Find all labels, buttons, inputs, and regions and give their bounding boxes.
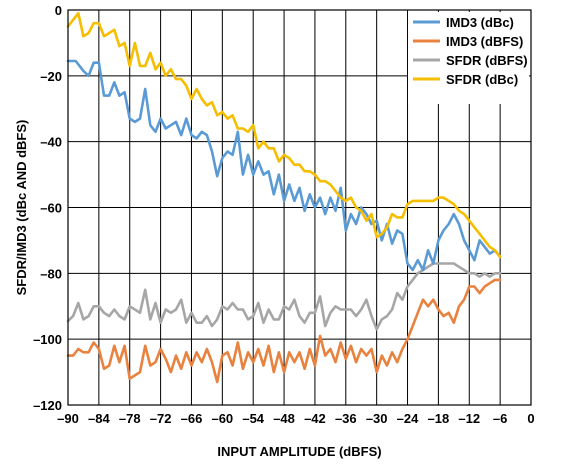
y-tick-label: 0 (55, 3, 62, 18)
legend-background (408, 12, 529, 104)
y-axis-title: SFDR/IMD3 (dBc AND dBFS) (14, 120, 29, 296)
series-line-sfdr-dbc (66, 12, 502, 259)
x-tick-label: –48 (273, 411, 295, 426)
y-tick-label: –120 (33, 398, 62, 413)
y-tick-label: –100 (33, 332, 62, 347)
x-tick-label: –66 (181, 411, 203, 426)
y-tick-labels: 0 –20 –40 –60 –80 –100 –120 (33, 3, 62, 413)
x-axis-title: INPUT AMPLITUDE (dBFS) (217, 444, 381, 459)
x-tick-label: 0 (527, 411, 534, 426)
legend-label: SFDR (dBFS) (446, 53, 528, 68)
x-tick-label: –72 (150, 411, 172, 426)
series-line-imd3-dbfs (66, 278, 502, 384)
y-tick-label: –80 (40, 266, 62, 281)
x-tick-label: –90 (57, 411, 79, 426)
x-tick-label: –78 (119, 411, 141, 426)
x-tick-label: –18 (428, 411, 450, 426)
y-tick-label: –20 (40, 69, 62, 84)
x-tick-label: –36 (335, 411, 357, 426)
legend-label: IMD3 (dBc) (446, 15, 514, 30)
x-tick-label: –30 (366, 411, 388, 426)
x-tick-label: –54 (242, 411, 264, 426)
series-layer (66, 12, 502, 384)
series-line-imd3-dbc (66, 59, 502, 272)
x-tick-label: –42 (304, 411, 326, 426)
x-tick-label: –6 (493, 411, 507, 426)
legend-label: SFDR (dBc) (446, 72, 518, 87)
legend: IMD3 (dBc) IMD3 (dBFS) SFDR (dBFS) SFDR (dB… (408, 12, 529, 104)
x-tick-label: –24 (397, 411, 419, 426)
x-tick-labels: –90 –84 –78 –72 –66 –60 –54 –48 –42 –36 –30 –24 –18–… (57, 411, 534, 426)
plot-frame (67, 9, 532, 406)
y-tick-label: –60 (40, 201, 62, 216)
x-tick-label: –12 (458, 411, 480, 426)
legend-label: IMD3 (dBFS) (446, 34, 523, 49)
x-tick-label: –84 (88, 411, 110, 426)
x-tick-label: –60 (211, 411, 233, 426)
series-line-sfdr-dbfs (66, 262, 502, 331)
y-tick-label: –40 (40, 135, 62, 150)
